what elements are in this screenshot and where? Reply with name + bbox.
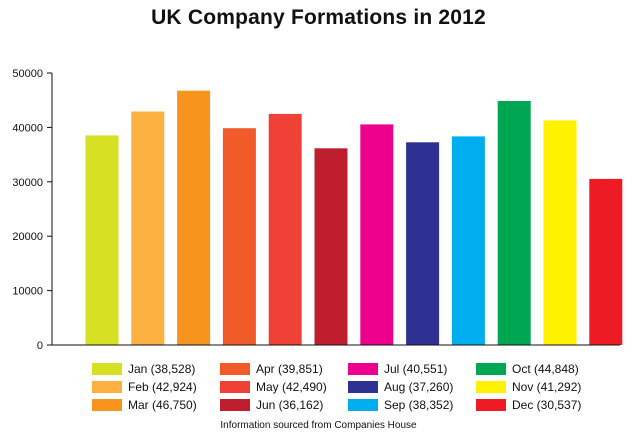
y-tick-label: 40000 (12, 122, 43, 134)
legend-label: Jul (40,551) (384, 361, 448, 376)
y-tick-label: 50000 (12, 68, 43, 80)
legend-swatch (220, 398, 250, 411)
legend-swatch (476, 362, 506, 375)
y-tick-label: 30000 (12, 177, 43, 189)
legend-swatch (220, 362, 250, 375)
bar-sep (451, 136, 485, 345)
legend-swatch (348, 362, 378, 375)
source-note: Information sourced from Companies House (220, 420, 417, 431)
bar-aug (406, 142, 440, 345)
legend-item-feb: Feb (42,924) (92, 378, 220, 395)
legend-item-oct: Oct (44,848) (476, 360, 604, 377)
legend-label: Jun (36,162) (256, 397, 324, 412)
bar-apr (222, 128, 256, 345)
legend-swatch (92, 380, 122, 393)
legend-item-jul: Jul (40,551) (348, 360, 476, 377)
legend-swatch (348, 398, 378, 411)
legend-label: Mar (46,750) (128, 397, 197, 412)
legend-item-apr: Apr (39,851) (220, 360, 348, 377)
y-tick-label: 0 (37, 340, 43, 352)
legend-item-jun: Jun (36,162) (220, 396, 348, 413)
legend-swatch (92, 398, 122, 411)
legend-item-aug: Aug (37,260) (348, 378, 476, 395)
bars-group (85, 90, 623, 346)
legend-item-sep: Sep (38,352) (348, 396, 476, 413)
bar-jul (360, 124, 394, 346)
legend-swatch (476, 380, 506, 393)
y-axis: 0 10000 20000 30000 40000 50000 (12, 68, 620, 352)
legend-label: Aug (37,260) (384, 379, 454, 394)
legend-label: Feb (42,924) (128, 379, 197, 394)
legend-label: Jan (38,528) (128, 361, 196, 376)
legend: Jan (38,528) Feb (42,924) Mar (46,750) Apr … (92, 360, 612, 413)
legend-item-mar: Mar (46,750) (92, 396, 220, 413)
legend-item-dec: Dec (30,537) (476, 396, 604, 413)
legend-label: May (42,490) (256, 379, 327, 394)
legend-label: Sep (38,352) (384, 397, 454, 412)
legend-label: Dec (30,537) (512, 397, 582, 412)
legend-item-may: May (42,490) (220, 378, 348, 395)
legend-label: Oct (44,848) (512, 361, 579, 376)
y-tick-label: 20000 (12, 231, 43, 243)
legend-label: Apr (39,851) (256, 361, 323, 376)
bar-chart: 0 10000 20000 30000 40000 50000 (12, 68, 623, 352)
legend-item-nov: Nov (41,292) (476, 378, 604, 395)
y-tick-label: 10000 (12, 286, 43, 298)
legend-item-jan: Jan (38,528) (92, 360, 220, 377)
bar-dec (589, 178, 623, 345)
legend-label: Nov (41,292) (512, 379, 582, 394)
legend-swatch (476, 398, 506, 411)
bar-nov (543, 120, 577, 346)
bar-jun (314, 148, 348, 345)
bar-may (268, 113, 302, 346)
legend-swatch (220, 380, 250, 393)
bar-jan (85, 135, 119, 345)
bar-oct (497, 101, 531, 345)
bar-feb (131, 111, 165, 345)
bar-mar (177, 90, 211, 345)
chart-title: UK Company Formations in 2012 (151, 6, 486, 29)
legend-swatch (92, 362, 122, 375)
legend-swatch (348, 380, 378, 393)
